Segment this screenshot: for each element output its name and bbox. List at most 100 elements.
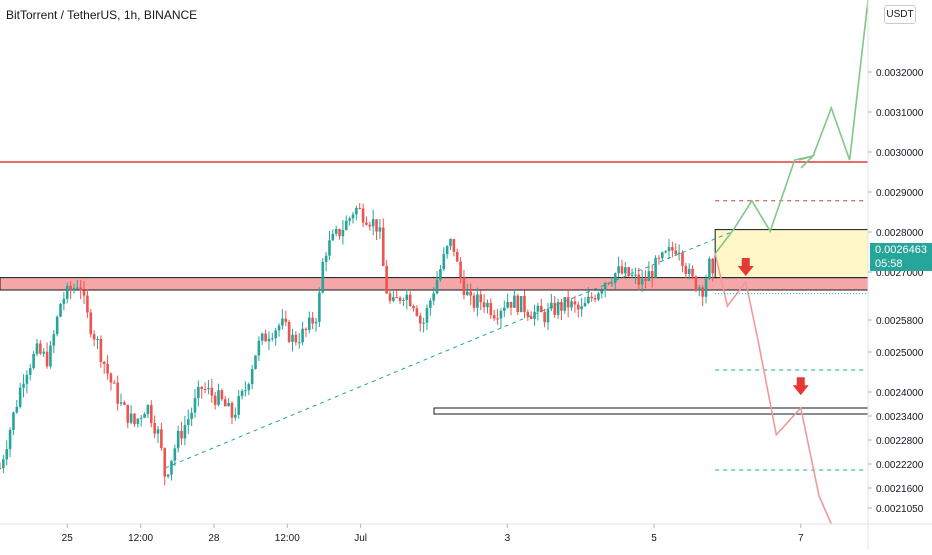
candle bbox=[156, 425, 160, 443]
candle-body bbox=[297, 342, 301, 344]
candle bbox=[553, 296, 557, 318]
candle-body bbox=[25, 374, 29, 384]
candle bbox=[560, 298, 563, 321]
candle bbox=[271, 332, 274, 342]
candle-body bbox=[381, 227, 385, 266]
candle bbox=[220, 388, 224, 402]
candle-body bbox=[254, 355, 257, 369]
candle bbox=[449, 238, 452, 251]
currency-unit-button[interactable]: USDT bbox=[884, 5, 916, 24]
candle bbox=[237, 390, 240, 419]
candle-body bbox=[513, 295, 516, 308]
candle bbox=[318, 287, 321, 328]
time-tick-label: 12:00 bbox=[128, 533, 153, 544]
candle-body bbox=[371, 219, 375, 227]
candle bbox=[180, 421, 183, 446]
candle bbox=[708, 256, 711, 281]
candle bbox=[620, 259, 624, 275]
candle-body bbox=[129, 413, 133, 423]
candle bbox=[5, 440, 9, 466]
candle bbox=[482, 294, 486, 313]
candle bbox=[213, 391, 217, 410]
candle bbox=[39, 340, 42, 356]
candle-body bbox=[671, 247, 674, 251]
candle bbox=[123, 400, 126, 406]
candle bbox=[207, 380, 210, 395]
candle-body bbox=[536, 305, 540, 312]
candle bbox=[166, 473, 170, 479]
candle-body bbox=[523, 296, 526, 313]
candle-body bbox=[361, 208, 365, 223]
time-tick-label: 5 bbox=[651, 533, 657, 544]
candle bbox=[119, 393, 123, 407]
candle-body bbox=[388, 293, 392, 301]
candle-body bbox=[79, 287, 82, 291]
candle bbox=[328, 230, 331, 261]
candle-body bbox=[294, 334, 298, 343]
candle-body bbox=[684, 265, 688, 275]
candle-body bbox=[560, 302, 563, 311]
candle bbox=[583, 297, 587, 307]
candle bbox=[415, 305, 419, 317]
candle bbox=[523, 290, 526, 319]
candle bbox=[186, 409, 190, 434]
candle bbox=[143, 412, 146, 418]
candle bbox=[314, 317, 318, 332]
candle bbox=[405, 289, 409, 310]
candle-body bbox=[650, 271, 654, 278]
candle bbox=[398, 296, 402, 305]
candle-body bbox=[697, 287, 701, 291]
candle bbox=[348, 216, 351, 226]
candle bbox=[469, 283, 472, 305]
candle bbox=[412, 304, 415, 312]
candle-body bbox=[281, 318, 284, 326]
candle-body bbox=[328, 240, 331, 256]
candle-body bbox=[704, 278, 708, 297]
candle bbox=[267, 331, 271, 350]
candle bbox=[539, 298, 543, 313]
candle bbox=[170, 460, 173, 481]
candle-body bbox=[492, 315, 496, 319]
candle-body bbox=[687, 268, 691, 275]
candle-body bbox=[348, 218, 351, 221]
candle-body bbox=[89, 312, 93, 335]
candle-body bbox=[398, 297, 402, 301]
candle bbox=[160, 422, 163, 451]
price-tick-label: 0.0027000 bbox=[876, 268, 924, 279]
candle bbox=[102, 360, 106, 374]
candle bbox=[72, 283, 76, 294]
candle bbox=[153, 415, 156, 439]
candle bbox=[223, 396, 227, 407]
candle bbox=[304, 327, 308, 338]
candle bbox=[677, 244, 681, 261]
candle-body bbox=[247, 384, 251, 391]
candle-body bbox=[502, 307, 506, 311]
candle-body bbox=[553, 302, 557, 315]
candle-body bbox=[415, 308, 419, 316]
candle-body bbox=[546, 308, 550, 323]
candle-body bbox=[600, 290, 604, 294]
candle bbox=[624, 261, 627, 276]
candle bbox=[556, 298, 560, 319]
candle bbox=[402, 297, 405, 306]
candle-body bbox=[425, 307, 429, 323]
candle-body bbox=[146, 404, 150, 415]
candle-body bbox=[385, 265, 388, 294]
candle bbox=[42, 348, 46, 358]
candle-body bbox=[607, 282, 610, 284]
candle bbox=[506, 293, 509, 309]
candle-body bbox=[264, 333, 267, 342]
candle-body bbox=[681, 252, 684, 266]
down-arrow-icon-0 bbox=[737, 258, 754, 276]
candle bbox=[109, 372, 113, 391]
candle bbox=[52, 330, 56, 354]
candles-group bbox=[0, 203, 715, 486]
candle bbox=[378, 219, 382, 240]
candle bbox=[301, 321, 304, 346]
candle-body bbox=[519, 296, 523, 313]
candle-body bbox=[160, 429, 163, 449]
candle-body bbox=[186, 419, 190, 426]
candle-body bbox=[284, 318, 288, 322]
